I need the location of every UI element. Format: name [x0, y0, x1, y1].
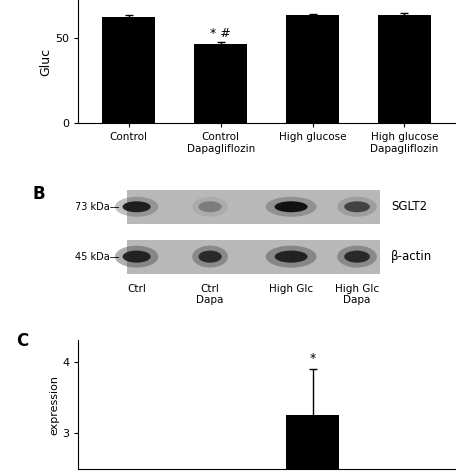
Text: SGLT2: SGLT2: [391, 201, 427, 213]
Text: 73 kDa—: 73 kDa—: [75, 202, 119, 212]
Text: * #: * #: [210, 27, 231, 40]
Text: Ctrl: Ctrl: [127, 283, 146, 293]
Ellipse shape: [115, 246, 158, 268]
Ellipse shape: [199, 251, 222, 263]
Ellipse shape: [192, 246, 228, 268]
Y-axis label: Gluc: Gluc: [39, 47, 53, 76]
Bar: [194, 44, 247, 123]
Text: 45 kDa—: 45 kDa—: [75, 252, 119, 262]
Bar: [102, 17, 155, 123]
Ellipse shape: [123, 201, 151, 212]
Bar: [127, 190, 380, 224]
Ellipse shape: [337, 197, 377, 217]
Text: β-actin: β-actin: [391, 250, 432, 263]
Text: B: B: [33, 185, 46, 203]
Ellipse shape: [344, 201, 370, 212]
Bar: [127, 240, 380, 273]
Bar: [286, 15, 339, 123]
Y-axis label: expression: expression: [49, 375, 59, 435]
Text: High Glc: High Glc: [269, 283, 313, 293]
Ellipse shape: [192, 197, 228, 217]
Text: High Glc
Dapa: High Glc Dapa: [335, 283, 379, 305]
Ellipse shape: [123, 251, 151, 263]
Bar: [286, 416, 339, 474]
Ellipse shape: [266, 197, 317, 217]
Ellipse shape: [115, 197, 158, 217]
Ellipse shape: [274, 251, 308, 263]
Ellipse shape: [274, 201, 308, 212]
Bar: [378, 15, 431, 123]
Ellipse shape: [199, 201, 222, 212]
Text: *: *: [310, 352, 316, 365]
Text: Ctrl
Dapa: Ctrl Dapa: [196, 283, 224, 305]
Ellipse shape: [337, 246, 377, 268]
Ellipse shape: [266, 246, 317, 268]
Text: C: C: [16, 332, 28, 350]
Ellipse shape: [344, 251, 370, 263]
